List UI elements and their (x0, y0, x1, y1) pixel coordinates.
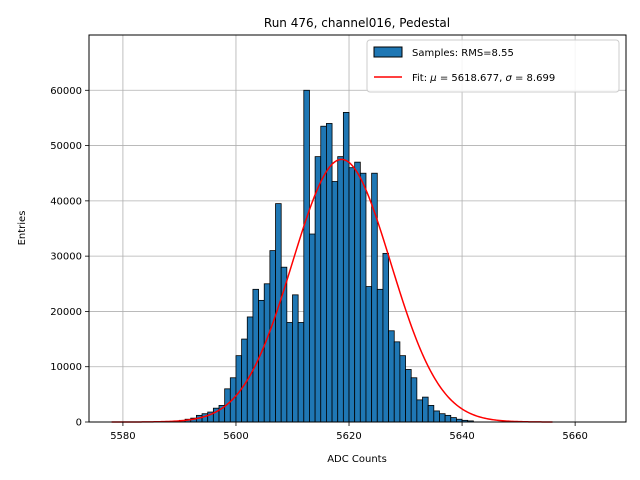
histogram-bar (450, 417, 457, 423)
histogram-bars (179, 89, 474, 423)
histogram-bar (393, 341, 401, 423)
histogram-bar (422, 396, 429, 423)
histogram-bar (427, 405, 435, 423)
y-tick-label: 50000 (50, 141, 82, 152)
histogram-bar (252, 288, 259, 423)
x-axis-ticks: 5580 5600 5620 5640 5660 (110, 422, 588, 442)
x-tick-label: 5620 (336, 431, 361, 442)
histogram-bar (382, 252, 389, 423)
histogram-bar (331, 181, 339, 423)
histogram-bar (309, 233, 316, 423)
y-tick-label: 60000 (50, 86, 82, 97)
fit-curve-group (111, 158, 553, 423)
histogram-bar (439, 413, 446, 423)
legend-fit-mu-symbol: μ (429, 73, 436, 84)
legend-samples-label: Samples: RMS=8.55 (412, 48, 514, 59)
histogram-bar (405, 369, 412, 423)
histogram-bar (444, 414, 452, 423)
y-tick-label: 30000 (50, 252, 82, 263)
histogram-bar (410, 377, 418, 423)
x-tick-label: 5640 (449, 431, 474, 442)
histogram-bar (348, 167, 356, 423)
histogram-bar (376, 288, 384, 423)
chart-title: Run 476, channel016, Pedestal (264, 16, 450, 30)
y-axis-label: Entries (17, 211, 28, 246)
histogram-bar (246, 316, 254, 423)
histogram-bar (354, 161, 361, 423)
histogram-bar (359, 172, 367, 423)
histogram-bar (320, 125, 327, 423)
histogram-bar (433, 410, 440, 423)
legend-fit-prefix: Fit: (412, 73, 430, 84)
fit-curve (111, 158, 553, 423)
histogram-bar (269, 250, 276, 423)
histogram-bar (303, 89, 310, 423)
histogram-bar (292, 294, 299, 423)
histogram-bar (263, 283, 271, 423)
legend-fit-mu-value: = 5618.677, (437, 73, 506, 84)
histogram-bar (342, 112, 350, 423)
legend-samples-swatch (373, 46, 403, 58)
x-axis-label: ADC Counts (327, 454, 387, 465)
histogram-bar (297, 322, 305, 423)
histogram-bar (399, 355, 406, 423)
y-tick-label: 0 (76, 418, 82, 429)
histogram-bar (201, 413, 209, 423)
histogram-bar (365, 286, 373, 423)
histogram-bar (314, 156, 322, 423)
y-tick-label: 20000 (50, 307, 82, 318)
x-tick-label: 5660 (562, 431, 587, 442)
histogram-bar (337, 156, 344, 423)
x-tick-label: 5580 (110, 431, 135, 442)
legend: Samples: RMS=8.55 Fit: μ = 5618.677, σ =… (366, 39, 620, 93)
legend-fit-sigma-symbol: σ (505, 73, 512, 84)
plot-frame (88, 34, 627, 423)
histogram-bar (286, 322, 293, 423)
histogram-bar (258, 299, 265, 423)
y-axis-ticks: 0 10000 20000 30000 40000 50000 60000 (50, 86, 89, 429)
y-tick-label: 10000 (50, 362, 82, 373)
histogram-bar (388, 330, 395, 423)
x-tick-label: 5600 (223, 431, 248, 442)
y-tick-label: 40000 (50, 196, 82, 207)
legend-fit-label: Fit: μ = 5618.677, σ = 8.699 (412, 73, 555, 84)
legend-box (366, 39, 620, 93)
histogram-bar (416, 399, 423, 423)
legend-fit-sigma-value: = 8.699 (512, 73, 555, 84)
